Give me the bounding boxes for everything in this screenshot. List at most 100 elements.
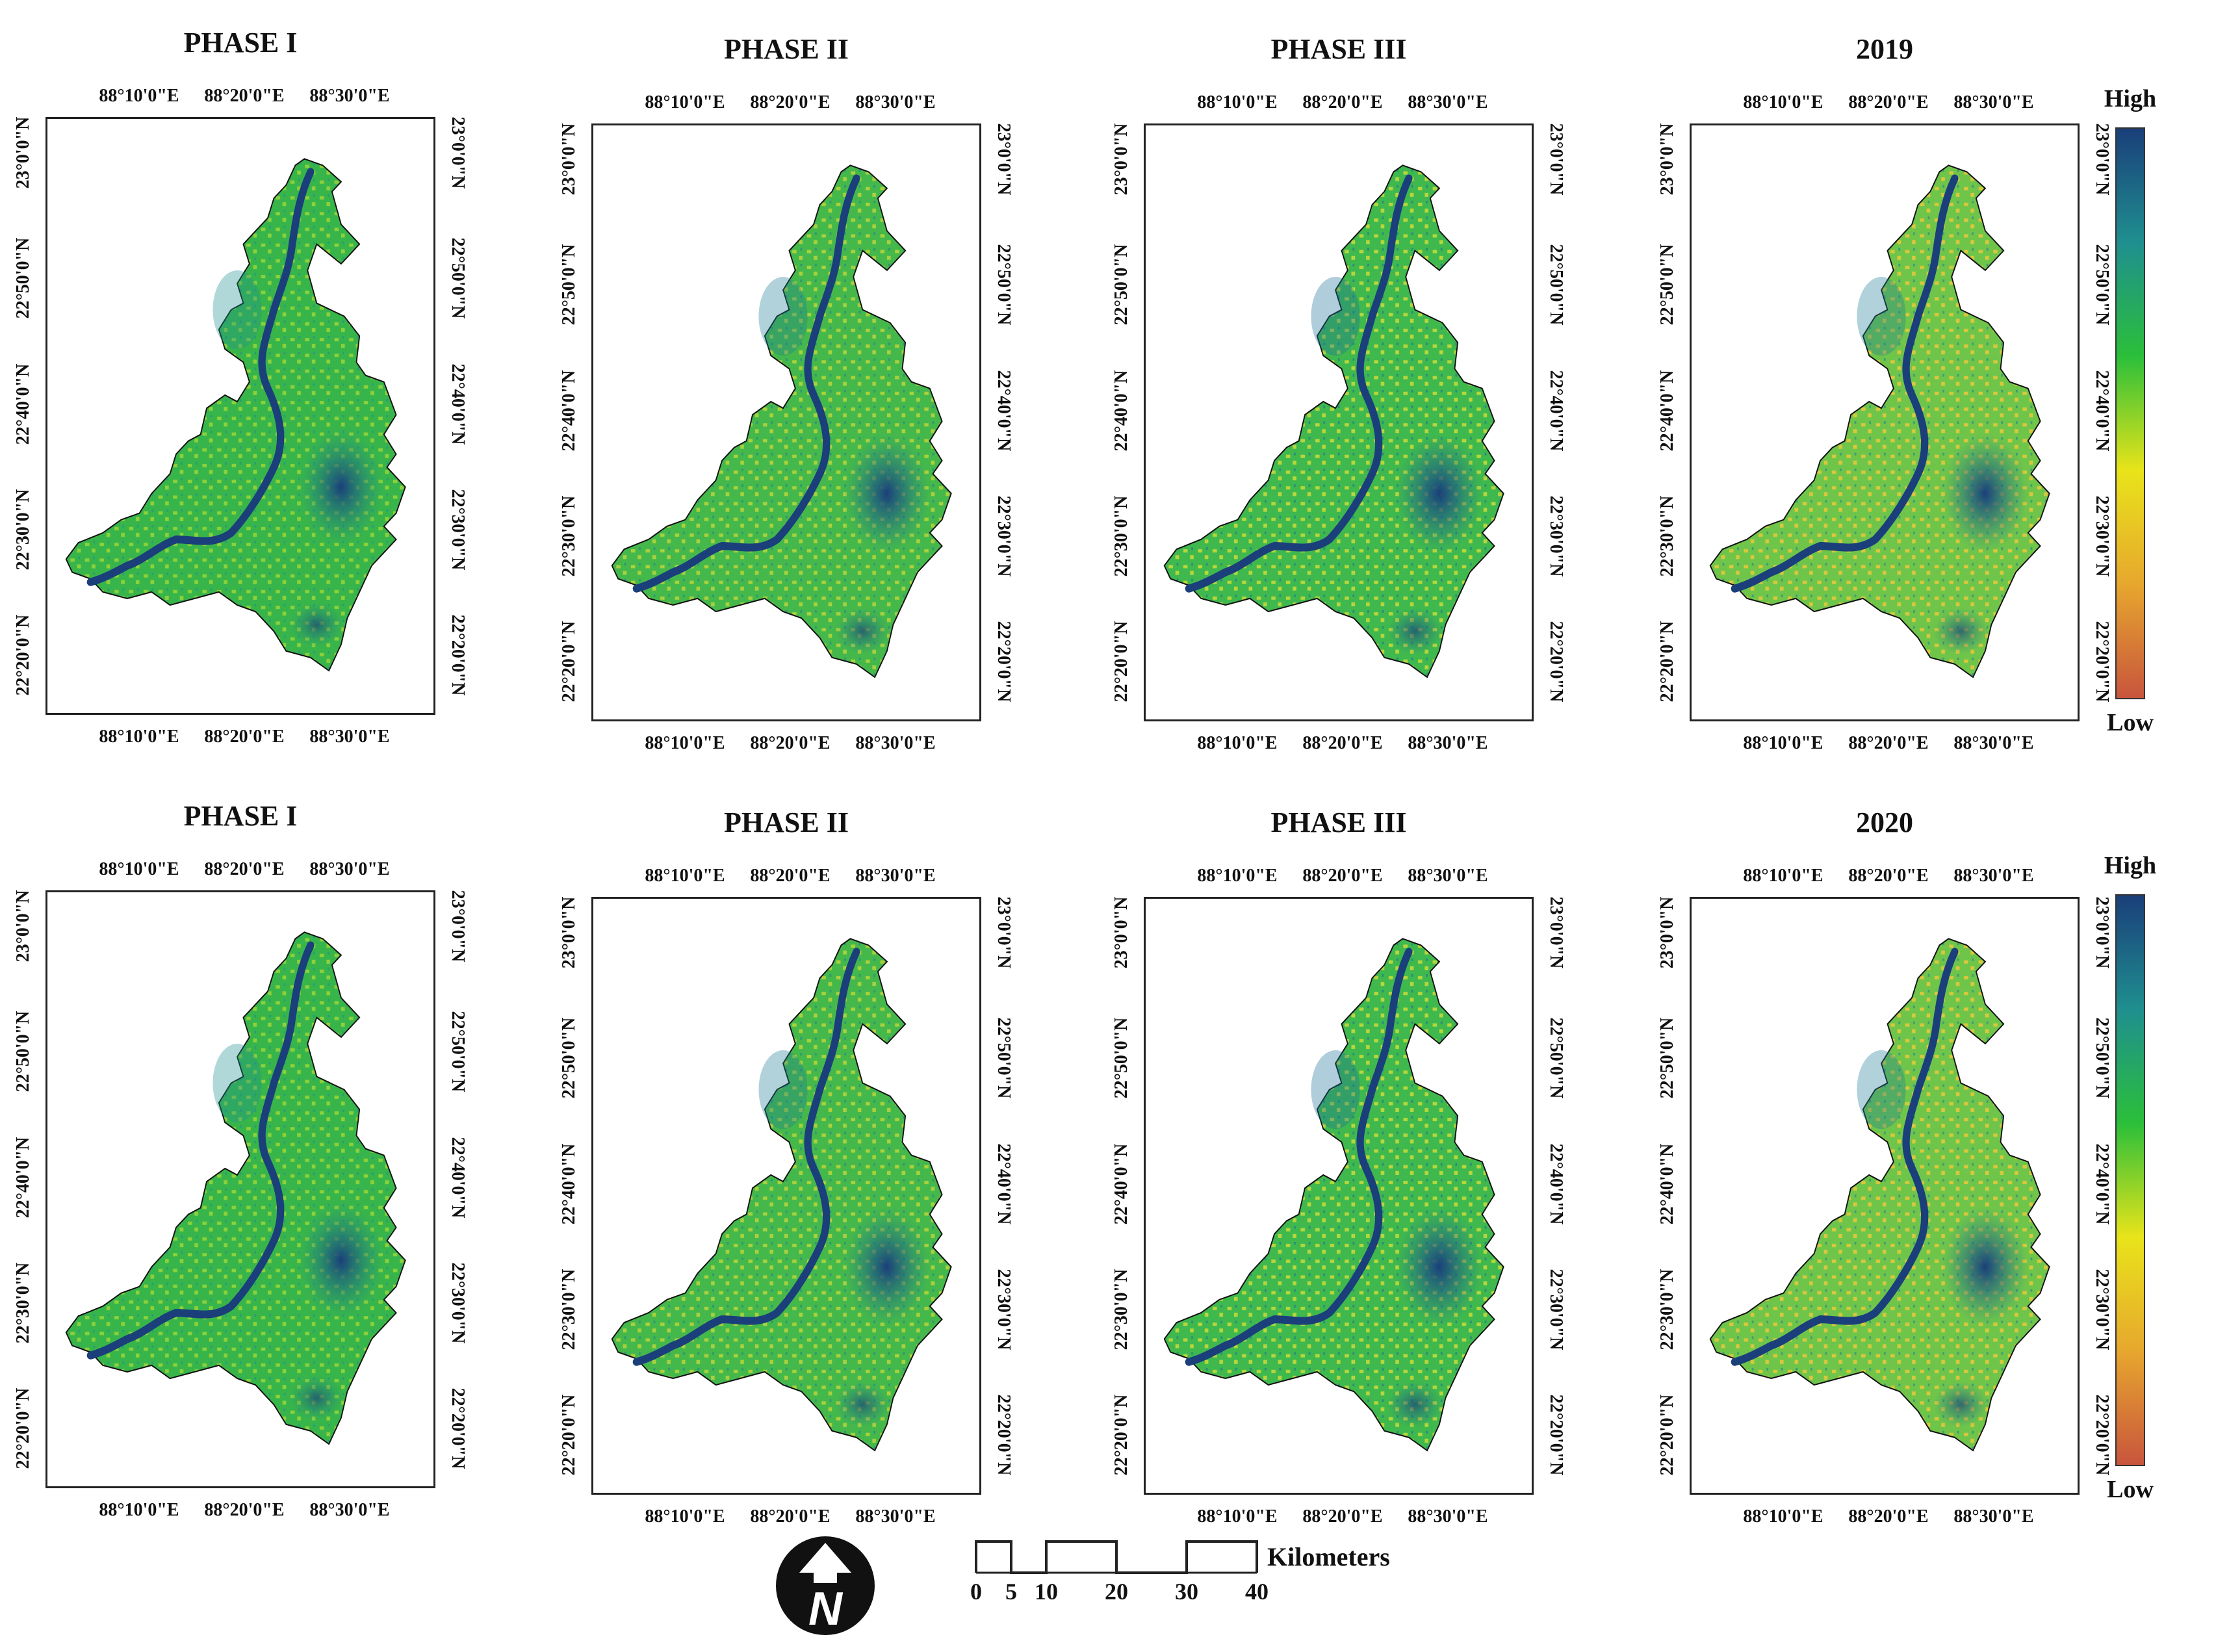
longitude-labels-top: 88°10'0"E 88°20'0"E 88°30'0"E (1144, 866, 1534, 892)
longitude-label: 88°20'0"E (750, 92, 831, 112)
latitude-label: 22°50'0"N (1657, 244, 1677, 326)
vegetation-zone (213, 1044, 262, 1123)
latitude-label: 23°0'0"N (13, 116, 33, 189)
longitude-label: 88°10'0"E (99, 86, 179, 106)
longitude-labels-bottom: 88°10'0"E 88°20'0"E 88°30'0"E (45, 1500, 435, 1526)
latitude-label: 22°40'0"N (1111, 1143, 1131, 1224)
district-boundary (1163, 164, 1504, 678)
river-hooghly (632, 948, 860, 1366)
latitude-label: 22°50'0"N (13, 1011, 33, 1092)
latitude-labels-left: 23°0'0"N 22°50'0"N 22°40'0"N 22°30'0"N 22°20… (13, 890, 39, 1488)
latitude-label: 22°40'0"N (2092, 1143, 2112, 1224)
wetland-zone (1387, 1382, 1443, 1428)
longitude-label: 88°30'0"E (855, 92, 936, 112)
wetland-zone (834, 608, 890, 654)
latitude-label: 22°30'0"N (559, 495, 579, 577)
latitude-label: 23°0'0"N (448, 116, 468, 189)
latitude-label: 23°0'0"N (1111, 896, 1131, 969)
latitude-label: 22°50'0"N (559, 1018, 579, 1099)
longitude-label: 88°30'0"E (855, 1506, 936, 1527)
latitude-label: 22°50'0"N (2092, 1018, 2112, 1099)
longitude-label: 88°20'0"E (1848, 733, 1929, 753)
longitude-labels-top: 88°10'0"E 88°20'0"E 88°30'0"E (591, 866, 981, 892)
longitude-label: 88°10'0"E (1197, 1506, 1278, 1527)
latitude-labels-left: 23°0'0"N 22°50'0"N 22°40'0"N 22°30'0"N 22°20… (1657, 897, 1683, 1495)
longitude-label: 88°20'0"E (750, 866, 831, 886)
longitude-labels-bottom: 88°10'0"E 88°20'0"E 88°30'0"E (1144, 1506, 1534, 1532)
longitude-labels-top: 88°10'0"E 88°20'0"E 88°30'0"E (1690, 866, 2080, 892)
latitude-label: 22°30'0"N (1111, 1269, 1131, 1350)
latitude-label: 23°0'0"N (1657, 896, 1677, 969)
map-panel: PHASE I 88°10'0"E 88°20'0"E 88°30'0"E 88°10'… (6, 799, 474, 1534)
longitude-labels-bottom: 88°10'0"E 88°20'0"E 88°30'0"E (45, 727, 435, 753)
map-panel: PHASE II 88°10'0"E 88°20'0"E 88°30'0"E 88°10… (552, 32, 1020, 767)
latitude-labels-left: 23°0'0"N 22°50'0"N 22°40'0"N 22°30'0"N 22°20… (1657, 123, 1683, 721)
latitude-label: 23°0'0"N (1657, 123, 1677, 196)
map-panel: PHASE III 88°10'0"E 88°20'0"E 88°30'0"E 88°1… (1105, 806, 1573, 1540)
longitude-label: 88°10'0"E (1197, 92, 1278, 112)
district-map (65, 158, 406, 672)
longitude-label: 88°10'0"E (1743, 1506, 1823, 1527)
latitude-label: 22°20'0"N (13, 1387, 33, 1469)
longitude-labels-top: 88°10'0"E 88°20'0"E 88°30'0"E (45, 859, 435, 885)
latitude-label: 22°30'0"N (994, 495, 1014, 577)
longitude-label: 88°30'0"E (1953, 1506, 2034, 1527)
scale-label-0: 0 (970, 1579, 982, 1605)
latitude-labels-left: 23°0'0"N 22°50'0"N 22°40'0"N 22°30'0"N 22°20… (559, 897, 585, 1495)
district-boundary (1163, 938, 1504, 1452)
wetland-zone (834, 1382, 890, 1428)
map-frame (1690, 123, 2080, 721)
scale-bar-graphic (975, 1540, 1258, 1574)
latitude-label: 22°50'0"N (1546, 1018, 1566, 1099)
wetland-zone (1942, 1207, 2028, 1326)
panel-title: PHASE III (1270, 33, 1407, 65)
river-hooghly (1185, 174, 1413, 593)
longitude-label: 88°30'0"E (309, 727, 390, 747)
longitude-labels-bottom: 88°10'0"E 88°20'0"E 88°30'0"E (591, 1506, 981, 1532)
latitude-label: 22°50'0"N (448, 1011, 468, 1092)
river-hooghly (1731, 174, 1959, 593)
latitude-label: 22°40'0"N (2092, 370, 2112, 451)
longitude-label: 88°10'0"E (645, 92, 725, 112)
legend-color-bar (2115, 894, 2145, 1466)
longitude-label: 88°20'0"E (204, 86, 285, 106)
latitude-label: 22°20'0"N (559, 1394, 579, 1476)
latitude-label: 22°20'0"N (448, 1387, 468, 1469)
latitude-label: 22°40'0"N (994, 370, 1014, 451)
longitude-label: 88°30'0"E (1953, 866, 2034, 886)
latitude-label: 22°50'0"N (448, 238, 468, 319)
latitude-label: 22°20'0"N (2092, 621, 2112, 703)
district-map (1709, 938, 2050, 1452)
scale-label-30: 30 (1175, 1579, 1198, 1605)
longitude-labels-top: 88°10'0"E 88°20'0"E 88°30'0"E (1690, 92, 2080, 118)
latitude-label: 22°50'0"N (1111, 1018, 1131, 1099)
longitude-label: 88°30'0"E (309, 859, 390, 879)
map-panel: PHASE III 88°10'0"E 88°20'0"E 88°30'0"E 88°1… (1105, 32, 1573, 767)
north-arrow: N (773, 1534, 877, 1641)
latitude-label: 22°30'0"N (2092, 495, 2112, 577)
longitude-label: 88°30'0"E (1953, 733, 2034, 753)
latitude-label: 22°40'0"N (559, 1143, 579, 1224)
map-frame (591, 897, 981, 1495)
scale-bar: 0 5 10 20 30 40 Kilometers (970, 1534, 1430, 1612)
scale-label-10: 10 (1035, 1579, 1058, 1605)
latitude-label: 22°30'0"N (13, 1262, 33, 1344)
district-map (65, 931, 406, 1445)
latitude-label: 23°0'0"N (994, 123, 1014, 196)
longitude-labels-bottom: 88°10'0"E 88°20'0"E 88°30'0"E (591, 733, 981, 759)
longitude-label: 88°20'0"E (750, 733, 831, 753)
longitude-label: 88°10'0"E (1197, 733, 1278, 753)
longitude-label: 88°10'0"E (645, 1506, 725, 1527)
latitude-label: 22°50'0"N (13, 238, 33, 319)
longitude-label: 88°10'0"E (645, 733, 725, 753)
vegetation-zone (1857, 1050, 1906, 1129)
longitude-label: 88°10'0"E (645, 866, 725, 886)
latitude-labels-right: 23°0'0"N 22°50'0"N 22°40'0"N 22°30'0"N 22°20… (988, 123, 1014, 721)
wetland-zone (1387, 608, 1443, 654)
panel-title: PHASE I (183, 800, 298, 832)
wetland-zone (1397, 1207, 1482, 1326)
longitude-label: 88°30'0"E (1408, 92, 1488, 112)
longitude-label: 88°20'0"E (1302, 866, 1383, 886)
latitude-label: 22°30'0"N (559, 1269, 579, 1350)
latitude-label: 22°20'0"N (994, 621, 1014, 703)
